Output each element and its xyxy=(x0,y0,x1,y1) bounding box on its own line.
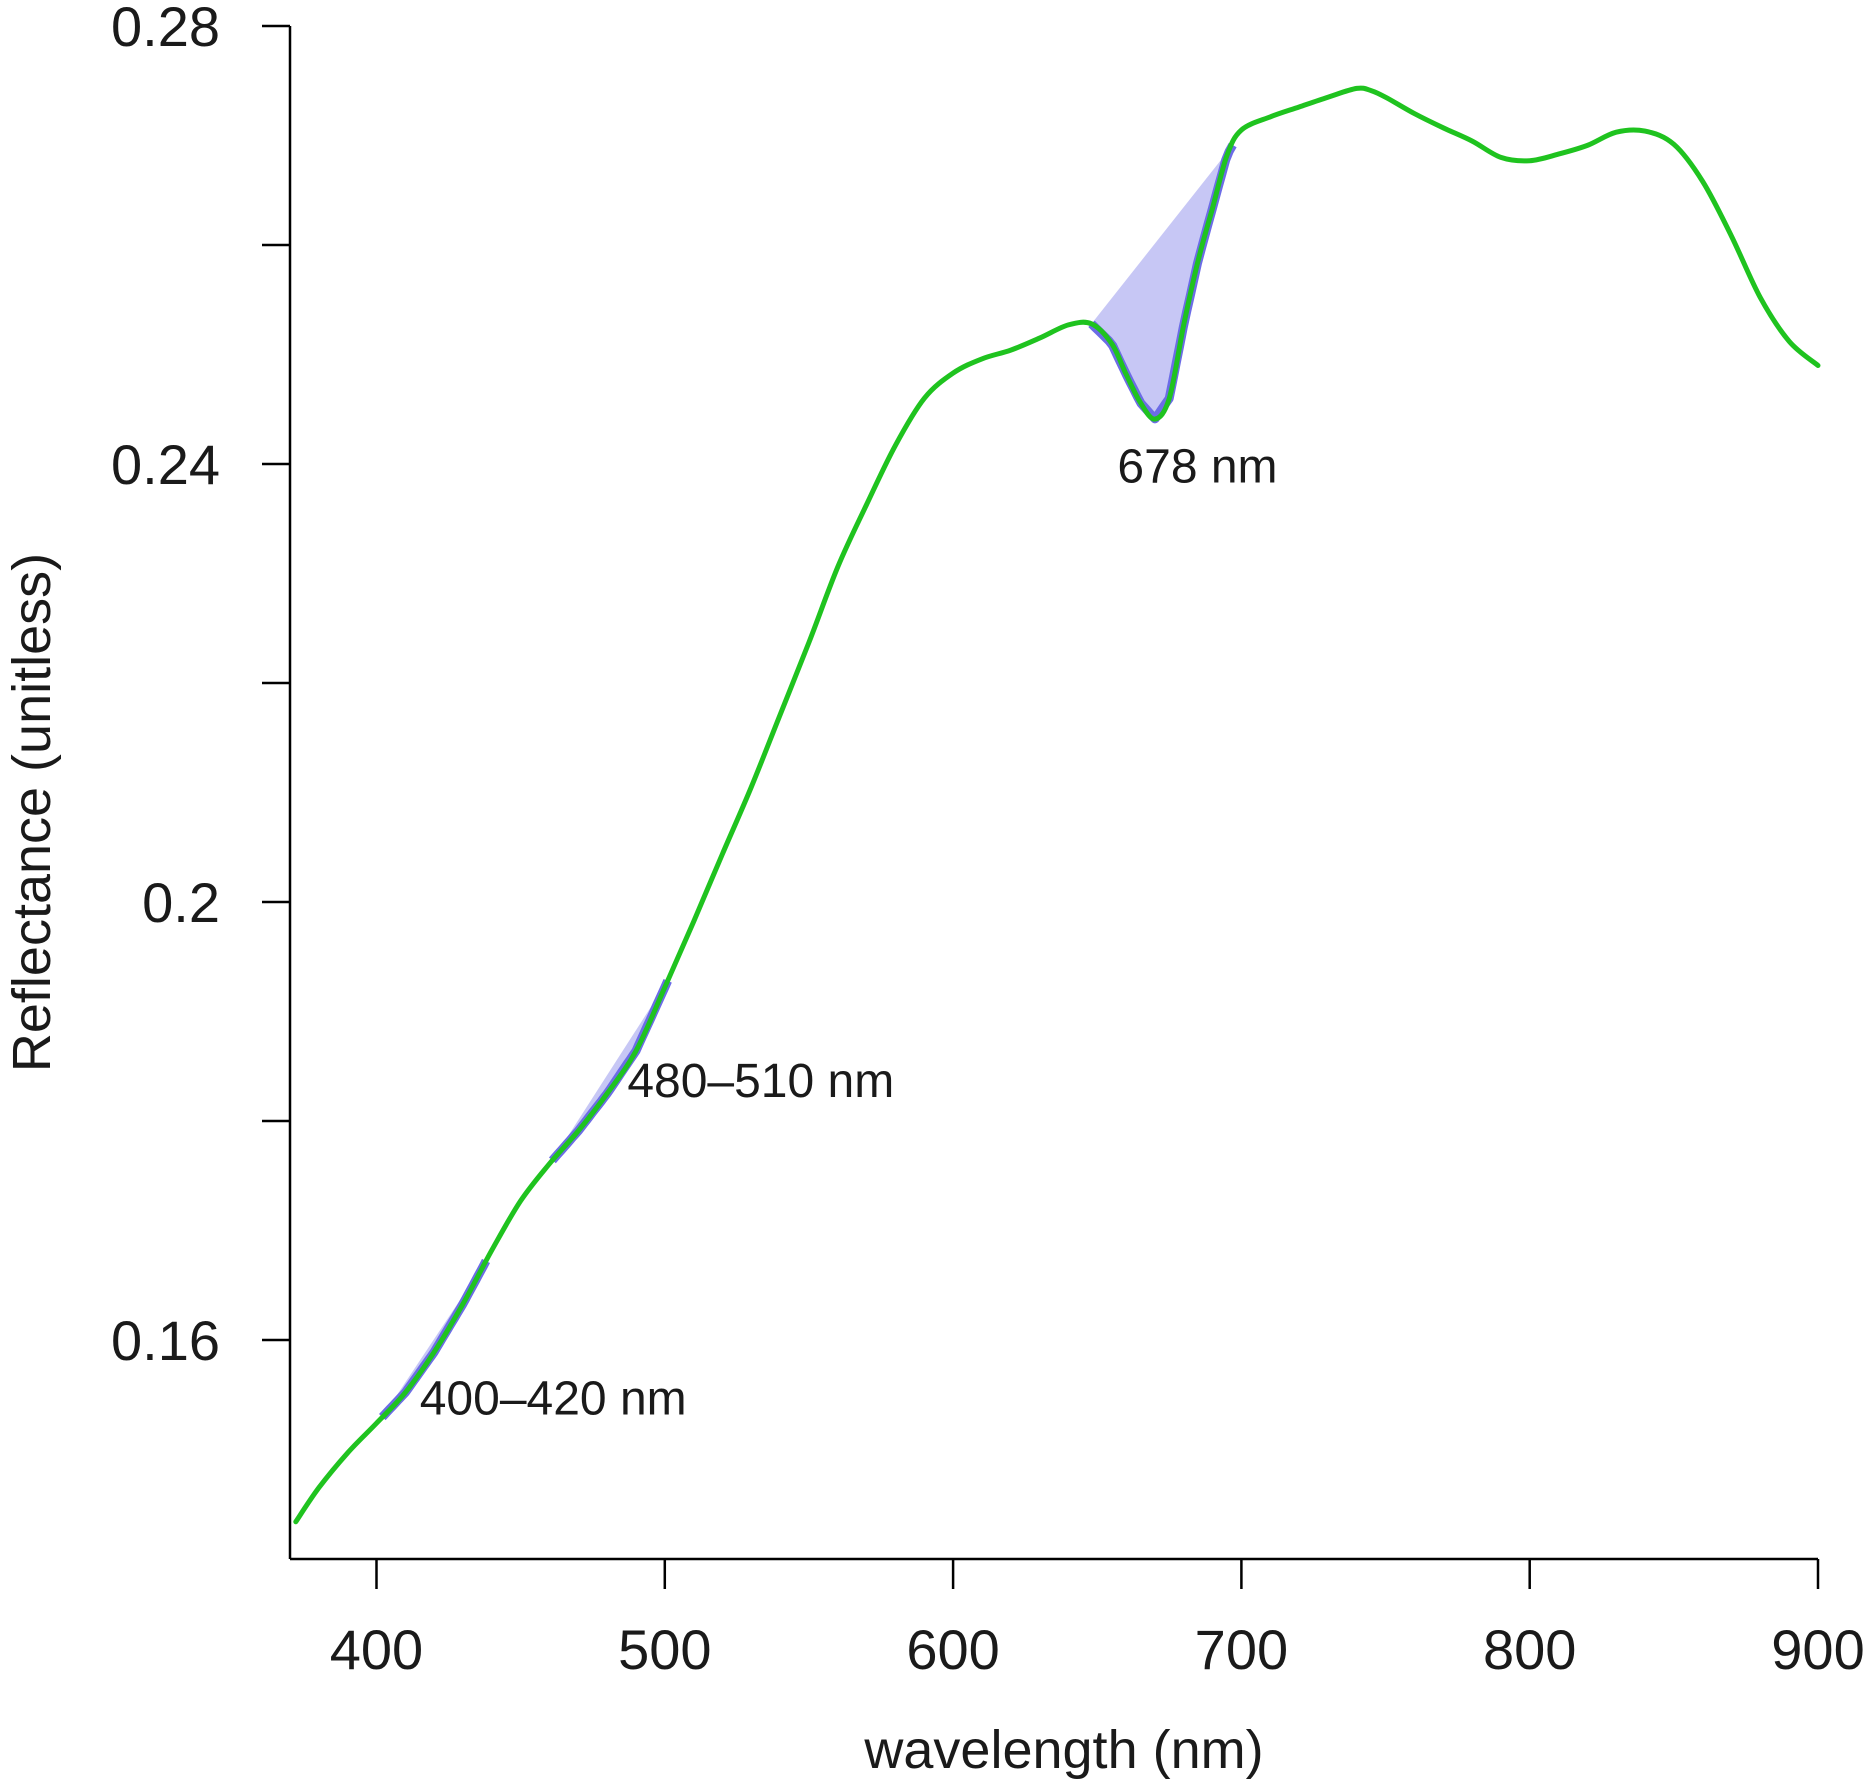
x-tick-label-700: 700 xyxy=(1195,1618,1288,1681)
annotation-1: 400–420 nm xyxy=(420,1372,687,1425)
axes-layer xyxy=(288,26,1818,1561)
y-axis-title: Reflectance (unitless) xyxy=(2,553,62,1072)
x-tick-label-500: 500 xyxy=(618,1618,711,1681)
x-tick-label-400: 400 xyxy=(330,1618,423,1681)
annotation-3: 678 nm xyxy=(1117,441,1277,494)
tick-layer: 400 500 600 700 800 900 0.16 0.2 0.24 0.28 xyxy=(111,0,1865,1681)
series-layer xyxy=(293,85,1821,1525)
shaded-region-1 xyxy=(382,1260,486,1418)
shaded-region-2 xyxy=(552,980,668,1161)
x-axis-title: wavelength (nm) xyxy=(863,1720,1263,1780)
x-tick-label-600: 600 xyxy=(906,1618,999,1681)
y-tick-label-0.28: 0.28 xyxy=(111,0,220,58)
y-tick-label-0.2: 0.2 xyxy=(142,871,220,934)
shaded-region-3 xyxy=(1091,145,1233,419)
x-tick-label-900: 900 xyxy=(1771,1618,1864,1681)
annotation-layer: 400–420 nm 480–510 nm 678 nm xyxy=(420,441,1278,1426)
y-tick-label-0.24: 0.24 xyxy=(111,433,220,496)
y-tick-label-0.16: 0.16 xyxy=(111,1309,220,1372)
x-tick-label-800: 800 xyxy=(1483,1618,1576,1681)
annotation-2: 480–510 nm xyxy=(627,1055,894,1108)
reflectance-series-line xyxy=(293,85,1821,1525)
